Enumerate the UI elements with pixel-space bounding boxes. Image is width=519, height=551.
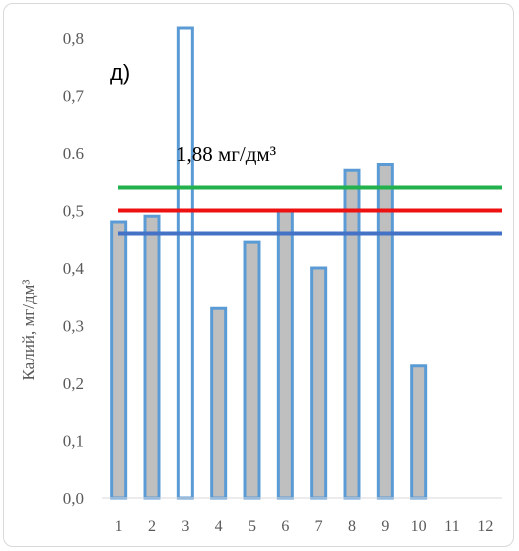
x-tick-label: 5 bbox=[248, 518, 256, 535]
x-tick-label: 4 bbox=[215, 518, 223, 535]
y-axis-label: Калий, мг/дм³ bbox=[19, 280, 38, 381]
x-tick-label: 9 bbox=[381, 518, 389, 535]
y-tick-label: 0,2 bbox=[63, 374, 84, 393]
bars-layer bbox=[110, 26, 428, 500]
x-tick-label: 12 bbox=[477, 518, 493, 535]
x-tick-label: 6 bbox=[281, 518, 289, 535]
x-tick-label: 1 bbox=[115, 518, 123, 535]
x-tick-label: 3 bbox=[181, 518, 189, 535]
bar-9 bbox=[376, 163, 394, 500]
y-tick-labels: 0,0 0,1 0,2 0,3 0,4 0,5 0.6 0,7 0,8 bbox=[63, 29, 85, 508]
bar-6 bbox=[276, 209, 294, 500]
y-tick-label: 0,3 bbox=[63, 317, 84, 336]
bar-1 bbox=[110, 220, 128, 500]
y-tick-label: 0,1 bbox=[63, 432, 84, 451]
bar-2 bbox=[143, 214, 161, 500]
x-tick-label: 10 bbox=[411, 518, 427, 535]
x-tick-label: 8 bbox=[348, 518, 356, 535]
bar-5 bbox=[243, 240, 261, 500]
y-tick-label: 0,4 bbox=[63, 259, 85, 278]
reference-lines-layer bbox=[118, 185, 502, 236]
y-tick-label: 0,7 bbox=[63, 87, 85, 106]
x-tick-label: 11 bbox=[444, 518, 459, 535]
off-scale-annotation: 1,88 мг/дм³ bbox=[176, 142, 276, 166]
y-tick-label: 0,5 bbox=[63, 202, 84, 221]
y-tick-label: 0,8 bbox=[63, 29, 84, 48]
y-tick-label: 0,0 bbox=[63, 489, 84, 508]
y-tick-label: 0.6 bbox=[63, 144, 84, 163]
bar-4 bbox=[210, 306, 228, 500]
x-tick-label: 2 bbox=[148, 518, 156, 535]
bar-7 bbox=[310, 266, 328, 500]
bar-8 bbox=[343, 168, 361, 500]
x-tick-label: 7 bbox=[315, 518, 323, 535]
panel-label: д) bbox=[110, 60, 130, 85]
bar-10 bbox=[410, 364, 428, 500]
x-tick-labels: 1 2 3 4 5 6 7 8 9 10 11 12 bbox=[115, 518, 494, 535]
bar-3 bbox=[176, 26, 194, 500]
